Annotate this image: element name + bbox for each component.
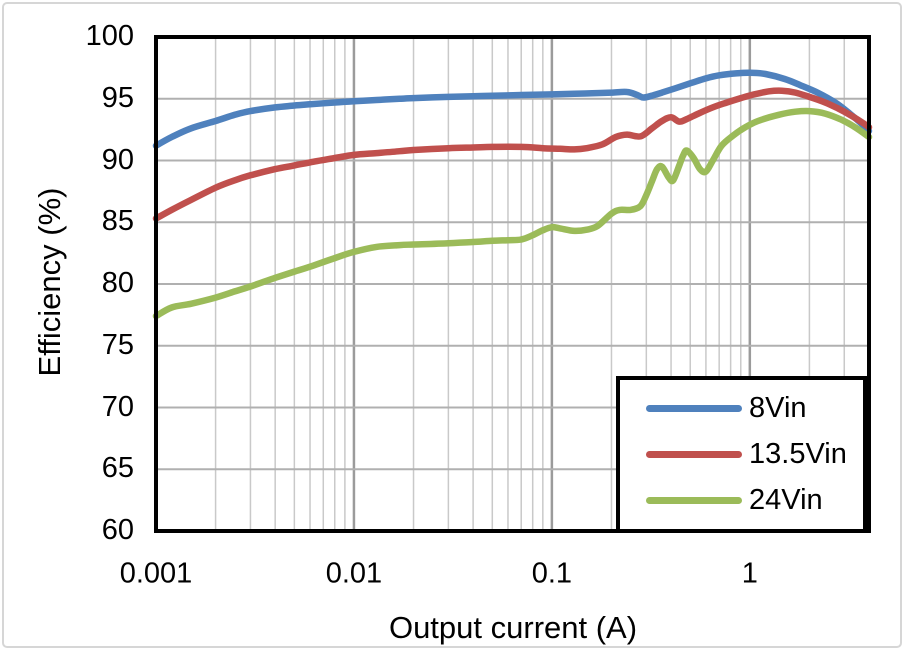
x-tick-label: 0.01 <box>325 557 383 590</box>
efficiency-chart-plot <box>152 35 873 533</box>
legend-item-24vin: 24Vin <box>646 483 859 516</box>
legend-item-13-5vin: 13.5Vin <box>646 437 859 470</box>
x-tick-label: 0.001 <box>119 557 193 590</box>
y-tick-label: 70 <box>101 390 134 423</box>
y-tick-label: 85 <box>101 205 134 238</box>
series-line-24vin <box>152 107 873 320</box>
x-tick-label: 1 <box>741 557 758 590</box>
legend-swatch-24vin-line-icon <box>646 496 742 504</box>
legend-label: 8Vin <box>749 392 807 425</box>
y-tick-label: 95 <box>101 81 134 114</box>
y-tick-label: 80 <box>101 266 134 299</box>
series-line-13-5vin <box>152 87 873 222</box>
y-tick-label: 90 <box>101 143 134 176</box>
y-tick-label: 75 <box>101 328 134 361</box>
figure-frame: 100 95 90 85 80 75 70 65 60 0.001 0.01 0.1 1 Output … <box>2 2 902 648</box>
y-axis-title: Efficiency (%) <box>32 187 67 377</box>
y-tick-label: 60 <box>101 513 134 546</box>
x-tick-label: 0.1 <box>531 557 573 590</box>
y-tick-label: 65 <box>101 452 134 485</box>
legend-swatch-13-5vin-line-icon <box>646 450 742 458</box>
y-tick-label: 100 <box>85 19 134 52</box>
series-line-8vin <box>152 69 873 149</box>
legend: 8Vin 13.5Vin 24Vin <box>616 376 867 533</box>
legend-item-8vin: 8Vin <box>646 394 859 423</box>
x-axis-title: Output current (A) <box>388 610 638 645</box>
legend-label: 24Vin <box>749 483 823 516</box>
plot-border <box>154 35 871 533</box>
legend-swatch-8vin-line-icon <box>646 405 742 413</box>
legend-label: 13.5Vin <box>749 437 847 470</box>
